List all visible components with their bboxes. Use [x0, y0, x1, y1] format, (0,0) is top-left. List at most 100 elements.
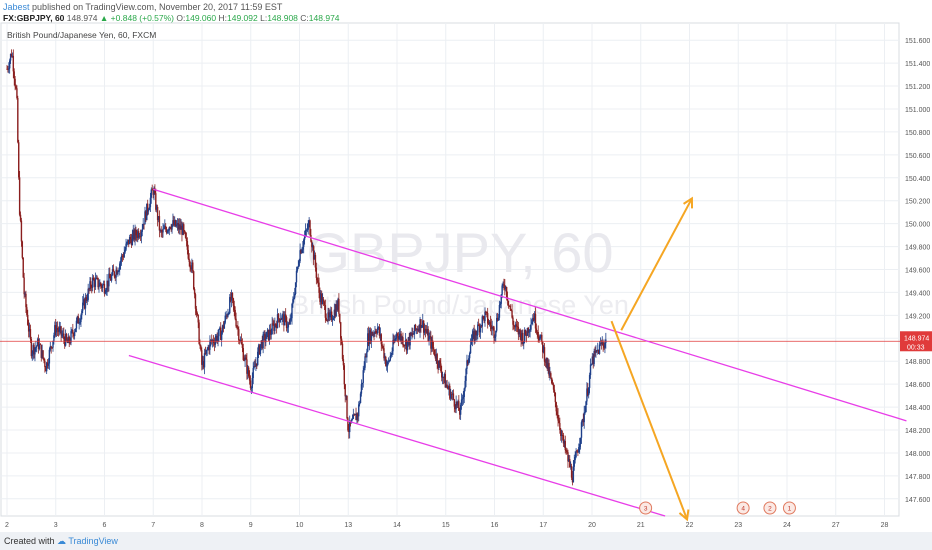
candle-body — [317, 280, 319, 283]
candle-body — [77, 316, 79, 324]
candle-body — [545, 357, 548, 363]
price-tick-label: 148.400 — [905, 405, 930, 412]
candle-body — [591, 356, 594, 365]
candle-body — [269, 329, 272, 335]
candle-body — [494, 336, 496, 339]
candle-body — [6, 68, 8, 70]
candle-body — [558, 420, 560, 424]
author-link[interactable]: Jabest — [3, 2, 30, 12]
candle-body — [176, 223, 179, 225]
candle-body — [279, 319, 281, 322]
candle-body — [590, 364, 593, 366]
candle-body — [477, 324, 480, 326]
candle-body — [381, 344, 383, 347]
candle-body — [401, 337, 403, 341]
candle-body — [358, 402, 361, 405]
candle-body — [281, 315, 283, 320]
tradingview-brand[interactable]: TradingView — [68, 536, 118, 546]
candle-body — [133, 230, 135, 240]
time-tick-label: 27 — [832, 522, 840, 529]
candle-body — [55, 328, 58, 333]
candle-body — [546, 357, 548, 370]
candle-body — [26, 307, 28, 315]
candle-body — [463, 388, 465, 398]
candle-body — [276, 314, 279, 328]
candle-body — [224, 315, 226, 323]
candle-body — [583, 412, 585, 423]
candle-body — [406, 341, 409, 351]
candle-body — [423, 328, 426, 333]
candle-body — [67, 336, 70, 343]
high-value: 149.092 — [226, 13, 258, 23]
time-tick-label: 10 — [296, 522, 304, 529]
candle-body — [17, 98, 19, 143]
candle-body — [78, 322, 80, 324]
price-axis[interactable]: 147.600 147.800 148.000 148.200 148.400 148.6… — [900, 38, 932, 504]
countdown-label: 00:33 — [907, 344, 925, 351]
candle-body — [379, 334, 382, 336]
candle-body — [377, 327, 380, 328]
candle-body — [421, 325, 423, 328]
candle-body — [192, 262, 194, 272]
candle-body — [21, 241, 24, 258]
candle-body — [302, 246, 304, 250]
candle-body — [15, 86, 17, 89]
candle-body — [268, 329, 271, 341]
candle-body — [152, 190, 154, 195]
candle-body — [307, 223, 309, 230]
candle-body — [112, 269, 115, 272]
candle-body — [480, 325, 483, 327]
candle-body — [71, 330, 73, 332]
candle-body — [344, 384, 346, 397]
candle-body — [138, 236, 141, 238]
last-price: 148.974 — [66, 13, 98, 23]
candle-body — [206, 349, 208, 351]
candle-body — [345, 395, 347, 397]
candle-body — [599, 343, 602, 345]
candle-body — [503, 284, 505, 286]
candle-body — [601, 342, 603, 345]
candle-body — [384, 356, 386, 359]
candle-body — [254, 366, 256, 367]
candle-body — [295, 270, 298, 283]
candle-body — [82, 302, 84, 311]
chart-area[interactable]: GBPJPY, 60 British Pound/Japanese Yen Br… — [0, 22, 932, 532]
candle-body — [111, 269, 114, 275]
candle-body — [196, 312, 198, 315]
candle-body — [357, 413, 359, 417]
candle-body — [386, 361, 389, 366]
candle-body — [286, 327, 289, 329]
candle-body — [36, 345, 38, 347]
candle-body — [198, 322, 200, 344]
candle-body — [324, 305, 327, 318]
candle-body — [557, 414, 559, 421]
candle-body — [462, 397, 465, 399]
open-label: O: — [176, 13, 186, 23]
candle-body — [234, 309, 236, 319]
candle-body — [454, 406, 456, 410]
candle-body — [498, 305, 501, 318]
candle-body — [596, 350, 598, 352]
time-axis[interactable]: 2 3 6 7 8 9 10 13 14 15 16 17 20 21 22 23 24 27 28 — [5, 522, 888, 529]
candle-body — [526, 327, 529, 336]
candle-body — [367, 333, 369, 352]
price-tick-label: 148.200 — [905, 428, 930, 435]
candle-body — [113, 271, 116, 277]
candle-body — [413, 333, 415, 335]
price-tick-label: 151.200 — [905, 84, 930, 91]
candle-body — [53, 335, 55, 341]
candle-body — [309, 220, 311, 235]
channel-line-upper — [153, 188, 907, 422]
price-chart[interactable]: GBPJPY, 60 British Pound/Japanese Yen Br… — [0, 22, 932, 532]
candle-body — [163, 228, 165, 230]
candle-body — [476, 334, 478, 336]
candle-body — [45, 362, 48, 372]
candle-body — [109, 273, 111, 279]
candle-body — [536, 331, 539, 333]
candle-body — [223, 322, 226, 329]
candle-body — [553, 389, 556, 394]
time-tick-label: 9 — [249, 522, 253, 529]
candle-body — [554, 393, 557, 403]
event-marker-label: 4 — [741, 506, 745, 513]
candle-body — [586, 388, 588, 402]
